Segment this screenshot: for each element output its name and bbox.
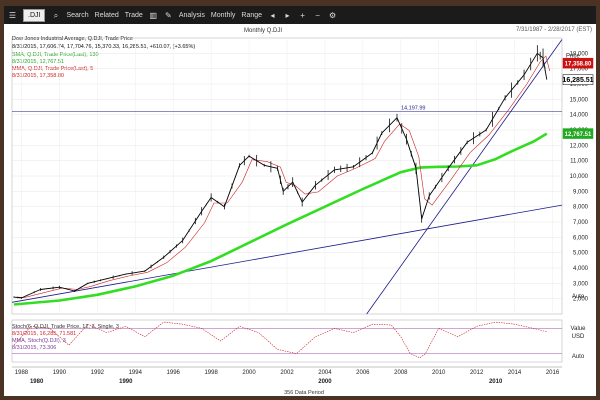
stoch-side-label: USD [572,334,585,340]
decade-label: 2000 [318,379,332,385]
stoch-mma-value: 8/31/2015, 73.306 [12,345,56,351]
y-tick-label: 4,000 [573,266,589,272]
trade-button[interactable]: Trade [124,11,143,19]
mma-legend-value: 8/31/2015, 17,358.80 [12,73,64,79]
x-tick-label: 1992 [91,370,105,376]
y-tick-label: 16,000 [570,82,589,88]
x-tick-label: 2012 [470,370,484,376]
footer-label: 356 Data Period [284,390,324,396]
x-tick-label: 2010 [432,370,446,376]
y-tick-label: 7,000 [573,220,589,226]
series-price [13,52,548,299]
y-tick-label: 5,000 [573,251,589,257]
x-tick-label: 1988 [15,370,29,376]
range-select[interactable]: Range [241,11,263,19]
price-badge-label: 16,285.51 [562,77,593,84]
y-tick-label: 18,000 [570,51,589,57]
series-mma-5 [16,55,550,298]
search-button[interactable]: Search [66,11,89,19]
x-tick-label: 2006 [356,370,370,376]
chart-area: 7/31/1987 - 2/28/2017 (EST) Monthly Q.DJ… [4,24,596,396]
trendline-steep [366,39,563,315]
sma-legend-value: 8/31/2015, 12,767.51 [12,59,64,65]
stoch-title: Stoch(6, Q.DJI, Trade Price, 12, 3, Sing… [12,324,119,330]
search-icon[interactable]: ⌕ [53,10,59,20]
settings-icon[interactable]: ⚙ [328,10,337,20]
x-tick-label: 2002 [280,370,294,376]
sma-legend: SMA, Q.DJI, Trade Price(Last), 130 [12,52,99,58]
y-tick-label: 14,000 [570,113,589,119]
price-axis-title: Price [566,54,580,60]
analysis-button[interactable]: Analysis [178,11,205,19]
y-tick-label: 11,000 [570,159,589,165]
chart-svg[interactable]: 7/31/1987 - 2/28/2017 (EST) Monthly Q.DJ… [4,24,596,396]
stoch-side-label: Value [571,326,587,332]
x-tick-label: 1996 [167,370,181,376]
price-axis: 2,000 3,000 4,000 5,000 6,000 7,000 8,000 9,000… [562,51,593,302]
period-select[interactable]: Monthly [210,11,236,19]
time-axis: 1988 1990 1992 1994 1996 1998 2000 2002 2004 2006… [12,366,562,385]
main-plot: 14,197.99 [11,39,563,315]
peak-annotation: 14,197.99 [401,106,425,112]
chart-title: Monthly Q.DJI [244,28,282,34]
main-gridlines [11,37,563,315]
auto-button-label: Auto [572,354,585,360]
price-badge [562,74,594,85]
forward-icon[interactable]: ▸ [285,10,290,20]
price-badge [562,128,594,139]
x-tick-label: 2014 [508,370,522,376]
zoom-out-icon[interactable]: − [315,10,320,20]
y-tick-label: 17,000 [570,67,589,73]
auto-button-label: Auto [572,294,585,300]
y-tick-label: 6,000 [573,235,589,241]
x-tick-label: 1994 [129,370,143,376]
y-tick-label: 3,000 [573,281,589,287]
price-badge-label: 12,767.51 [565,132,592,138]
y-tick-label: 2,000 [573,297,589,303]
x-tick-label: 2016 [546,370,560,376]
zoom-in-icon[interactable]: + [300,10,305,20]
related-button[interactable]: Related [94,11,119,19]
stoch-value: 8/31/2015, 16,285, 71.581 [12,331,76,337]
info-line-1: Dow Jones Industrial Average, Q.DJI, Tra… [12,36,133,42]
x-tick-label: 2004 [318,370,332,376]
toolbar: ☰ .DJI ⌕ Search Related Trade ▥ ✎ Analys… [4,6,596,24]
price-badge-label: 17,358.80 [565,62,592,68]
stoch-mma-title: MMA, Stoch(Q.DJI), 3 [12,338,66,344]
y-tick-label: 9,000 [573,189,589,195]
menu-icon[interactable]: ☰ [8,10,17,20]
x-tick-label: 2000 [242,370,256,376]
mma-legend: MMA, Q.DJI, Trade Price(Last), 5 [12,66,93,72]
decade-label: 1980 [30,379,44,385]
series-sma-130 [13,132,548,306]
chart-type-icon[interactable]: ▥ [149,10,158,20]
decade-label: 1990 [119,379,133,385]
back-icon[interactable]: ◂ [270,10,275,20]
x-tick-label: 2008 [394,370,408,376]
info-line-2: 8/31/2015, 17,606.74, 17,704.76, 15,370.… [12,44,195,50]
decade-label: 2010 [489,379,503,385]
x-tick-label: 1990 [53,370,67,376]
price-badge [562,57,594,69]
y-tick-label: 15,000 [570,97,589,103]
draw-icon[interactable]: ✎ [164,10,172,20]
symbol-input[interactable]: .DJI [23,8,46,22]
trendline-long [11,204,563,303]
y-tick-label: 8,000 [573,205,589,211]
x-tick-label: 1998 [204,370,218,376]
y-tick-label: 12,000 [570,143,589,149]
stoch-frame [11,319,563,363]
date-range: 7/31/1987 - 2/28/2017 (EST) [516,27,592,33]
stochastic-panel: Value USD Auto [11,319,587,363]
y-tick-label: 10,000 [570,174,589,180]
